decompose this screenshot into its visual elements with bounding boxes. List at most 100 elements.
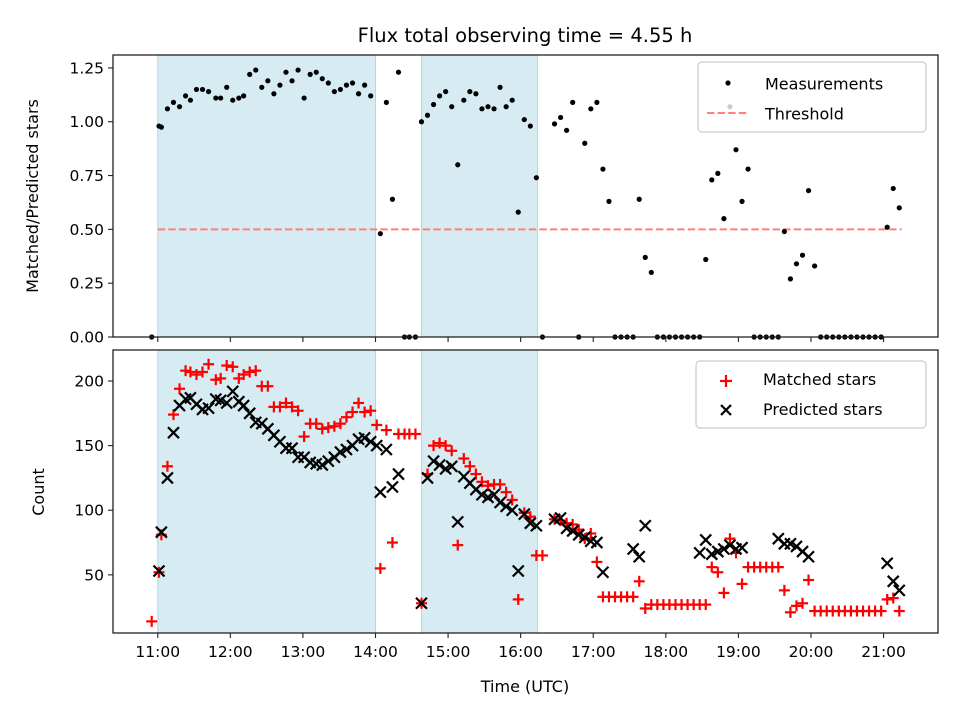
measurement-point	[533, 175, 539, 181]
matched-star-marker	[190, 369, 202, 381]
measurement-point	[259, 84, 265, 90]
x-tick-label: 20:00	[789, 643, 834, 661]
predicted-star-marker	[717, 542, 731, 556]
measurement-point	[812, 263, 818, 269]
matched-star-marker	[440, 440, 452, 452]
matched-star-marker	[893, 605, 905, 617]
predicted-star-marker	[530, 519, 543, 533]
predicted-star-marker	[358, 431, 371, 445]
measurement-point	[745, 166, 751, 172]
measurement-point	[793, 261, 800, 267]
measurement-point	[443, 88, 449, 95]
matched-star-marker	[221, 360, 233, 372]
measurement-point	[295, 67, 301, 73]
matched-star-marker	[371, 419, 383, 431]
legend-label-threshold: Threshold	[764, 105, 844, 124]
shaded-spans	[157, 349, 539, 634]
measurement-point	[199, 86, 206, 93]
x-tick-label: 12:00	[208, 643, 253, 661]
matched-star-marker	[298, 431, 310, 443]
measurement-point	[787, 276, 794, 282]
predicted-star-marker	[226, 385, 240, 398]
predicted-star-marker	[380, 443, 393, 456]
measurement-point	[424, 112, 431, 118]
measurement-point	[709, 177, 715, 183]
measurement-point	[213, 95, 219, 101]
matched-star-marker	[452, 539, 464, 551]
predicted-star-marker	[499, 500, 513, 513]
measurement-point	[479, 106, 485, 112]
matched-star-marker	[280, 397, 292, 409]
measurement-point	[319, 76, 325, 82]
predicted-star-marker	[493, 496, 507, 509]
predicted-star-marker	[220, 396, 233, 410]
matched-star-marker	[434, 437, 446, 449]
measurement-point	[289, 78, 295, 84]
measurement-point	[313, 69, 319, 75]
predicted-star-marker	[505, 503, 519, 517]
count-panel: 11:00 12:00 13:00 14:00 15:00 16:00 17:00 18:00…	[29, 349, 939, 696]
matched-star-marker	[797, 597, 809, 609]
legend-marker-measurements	[725, 80, 731, 86]
predicted-star-marker	[152, 564, 166, 578]
measurement-point	[557, 114, 564, 121]
matched-star-marker	[482, 480, 494, 492]
measurement-point	[362, 82, 368, 88]
measurement-point	[349, 80, 356, 86]
matched-star-marker	[512, 593, 524, 605]
predicted-star-marker	[427, 454, 440, 468]
matched-star-marker	[409, 428, 421, 440]
matched-star-marker	[446, 445, 458, 457]
count-plot-frame	[112, 349, 939, 634]
legend-label-predicted: Predicted stars	[763, 400, 883, 419]
x-tick-label: 16:00	[498, 643, 543, 661]
predicted-star-marker	[802, 550, 815, 564]
measurement-point	[337, 86, 344, 93]
predicted-star-marker	[202, 401, 215, 415]
measurement-point	[383, 99, 389, 105]
matched-star-marker	[736, 578, 748, 590]
predicted-star-marker	[340, 443, 353, 456]
measurement-point	[449, 104, 455, 110]
matched-star-marker	[210, 374, 222, 386]
measurement-point	[164, 106, 171, 112]
matched-star-marker	[334, 418, 346, 430]
x-tick-label: 15:00	[426, 643, 471, 661]
measurement-point	[491, 106, 497, 112]
measurement-point	[241, 93, 247, 99]
measurement-point	[418, 119, 425, 125]
matched-star-marker	[724, 533, 736, 545]
x-tick-label: 18:00	[643, 643, 688, 661]
matched-star-marker	[244, 366, 256, 378]
ratio-axis-ticks: 0.00 0.25 0.50 0.75 1.00 1.25	[69, 59, 885, 347]
matched-star-marker	[250, 365, 262, 377]
measurement-point	[307, 71, 313, 77]
measurement-point	[805, 188, 812, 194]
predicted-star-marker	[433, 458, 446, 472]
matched-star-marker	[633, 575, 645, 587]
count-legend: Matched stars Predicted stars	[695, 360, 927, 429]
matched-star-marker	[476, 476, 488, 488]
measurement-point	[570, 99, 576, 105]
matched-star-marker	[712, 566, 724, 578]
predicted-star-marker	[511, 564, 525, 578]
measurement-point	[389, 196, 396, 202]
measurement-point	[582, 140, 588, 146]
y-tick-label: 100	[74, 502, 104, 520]
predicted-star-marker	[315, 458, 329, 472]
legend-marker-predicted	[720, 404, 732, 416]
matched-star-marker	[359, 406, 371, 418]
observing-span	[157, 349, 376, 634]
predicted-star-marker	[626, 542, 640, 556]
matched-star-marker	[161, 460, 173, 472]
matched-star-marker	[316, 423, 328, 435]
measurement-point	[218, 95, 224, 101]
shaded-spans	[157, 54, 539, 338]
matched-star-marker	[180, 365, 192, 377]
matched-star-marker	[536, 549, 548, 561]
measurement-point	[271, 91, 277, 97]
matched-star-marker	[875, 605, 887, 617]
measurement-point	[588, 106, 594, 112]
measurement-point	[377, 231, 383, 237]
predicted-star-marker	[880, 556, 894, 570]
